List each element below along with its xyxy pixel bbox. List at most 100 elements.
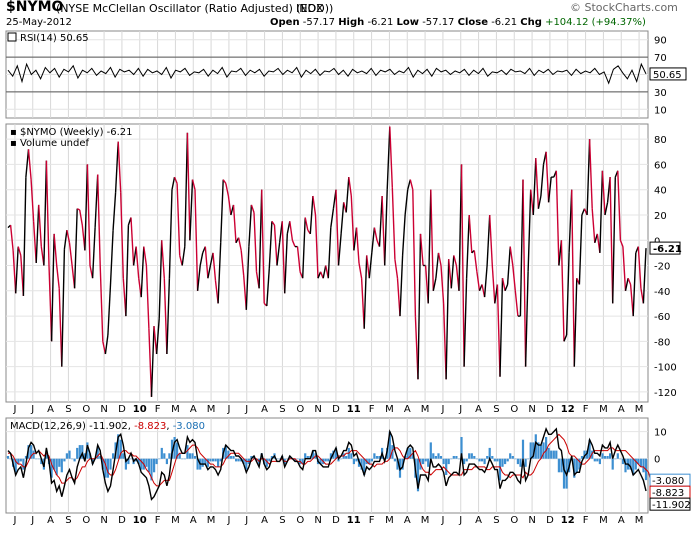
- nymo-line-segment: [220, 179, 224, 243]
- chg-value: +104.12 (+94.37%): [545, 17, 646, 28]
- nymo-line-segment: [537, 195, 542, 209]
- macd-histogram-bar: [588, 439, 591, 459]
- nymo-line-segment: [378, 195, 383, 247]
- macd-histogram-bar: [217, 458, 220, 467]
- macd-line: [7, 426, 647, 501]
- macd-histogram-bar: [340, 458, 343, 460]
- nymo-line-segment: [512, 265, 516, 291]
- nymo-line-segment: [212, 252, 217, 281]
- macd-histogram-bar: [76, 447, 79, 459]
- macd-histogram-bar: [78, 445, 81, 459]
- x-tick-label: N: [314, 404, 321, 415]
- nymo-line-segment: [335, 189, 340, 266]
- macd-histogram-bar: [532, 442, 535, 459]
- x-tick-label: M: [171, 515, 180, 526]
- nymo-line-segment: [601, 170, 606, 216]
- macd-histogram-bar: [293, 458, 297, 462]
- nymo-line-segment: [199, 252, 204, 266]
- nymo-line-segment: [460, 164, 465, 367]
- macd-histogram-bar: [245, 458, 248, 470]
- x-tick-label: J: [458, 404, 462, 415]
- macd-histogram-bar: [201, 458, 204, 467]
- nymo-line-segment: [227, 195, 232, 216]
- macd-histogram-bar: [583, 450, 586, 459]
- nymo-line-segment: [384, 189, 388, 266]
- macd-histogram-bar: [511, 456, 514, 459]
- nymo-line-segment: [114, 141, 119, 193]
- macd-histogram-bar: [603, 456, 607, 459]
- macd-histogram-bar: [455, 456, 458, 459]
- macd-histogram-bar: [73, 458, 76, 462]
- macd-histogram-bar: [50, 458, 53, 478]
- nymo-line-segment: [427, 189, 432, 304]
- macd-histogram-bar: [40, 458, 43, 465]
- nymo-line-segment: [448, 259, 452, 289]
- macd-histogram-bar: [475, 458, 478, 460]
- nymo-line-segment: [281, 221, 286, 294]
- nymo-line-segment: [348, 177, 352, 197]
- macd-histogram-bar: [560, 458, 563, 473]
- x-tick-label: 11: [347, 404, 361, 415]
- macd-histogram-bar: [140, 458, 143, 470]
- open-value: -57.17: [302, 17, 335, 28]
- macd-histogram-bar: [509, 453, 512, 459]
- low-value: -57.17: [422, 17, 455, 28]
- macd-histogram-bar: [452, 456, 455, 459]
- nymo-line-segment: [450, 255, 455, 289]
- macd-histogram-bar: [106, 458, 109, 478]
- nymo-line-segment: [337, 233, 342, 266]
- x-tick-label: D: [332, 515, 340, 526]
- macd-histogram-bar: [147, 458, 150, 473]
- x-tick-label: A: [47, 515, 54, 526]
- macd-histogram-bar: [496, 458, 499, 462]
- nymo-line-segment: [504, 284, 509, 292]
- macd-histogram-bar: [527, 458, 530, 460]
- x-tick-label: M: [385, 515, 394, 526]
- x-tick-label: S: [65, 515, 71, 526]
- x-tick-label: N: [528, 515, 535, 526]
- nymo-y-tick: 40: [654, 186, 667, 197]
- x-tick-label: D: [118, 404, 126, 415]
- macd-histogram-bar: [598, 458, 601, 465]
- nymo-y-tick: -120: [654, 388, 677, 399]
- macd-histogram-bar: [170, 439, 174, 459]
- macd-histogram-bar: [276, 458, 279, 460]
- macd-histogram-bar: [578, 458, 581, 470]
- nymo-line-segment: [468, 214, 473, 253]
- macd-histogram-bar: [127, 458, 130, 465]
- nymo-line-segment: [176, 183, 181, 256]
- macd-histogram-bar: [30, 445, 33, 459]
- nymo-line-segment: [163, 278, 168, 355]
- macd-histogram-bar: [206, 458, 209, 467]
- macd-histogram-bar: [19, 458, 22, 462]
- macd-histogram-bar: [150, 458, 153, 481]
- macd-histogram-bar: [17, 458, 20, 465]
- nymo-line-segment: [109, 230, 114, 285]
- macd-histogram-bar: [176, 442, 179, 459]
- macd-legend: MACD(12,26,9) -11.902, -8.823, -3.080: [10, 421, 205, 432]
- macd-histogram-bar: [211, 458, 215, 462]
- macd-histogram-bar: [96, 447, 99, 459]
- macd-histogram-bar: [24, 456, 28, 459]
- nymo-line-segment: [399, 255, 404, 317]
- nymo-legend: ▪ $NYMO (Weekly) -6.21: [10, 127, 133, 138]
- macd-histogram-bar: [122, 453, 125, 459]
- macd-histogram-bar: [55, 458, 58, 475]
- nymo-line-segment: [273, 225, 278, 266]
- x-tick-label: D: [546, 404, 554, 415]
- macd-histogram-bar: [109, 458, 112, 470]
- rsi-y-tick: 90: [654, 36, 667, 47]
- x-tick-label: S: [65, 404, 71, 415]
- x-tick-label: O: [296, 404, 304, 415]
- nymo-line-segment: [50, 233, 55, 342]
- nymo-line-segment: [276, 242, 281, 266]
- nymo-line-segment: [409, 179, 414, 190]
- nymo-line-segment: [540, 164, 545, 197]
- macd-legend-part: -3.080: [173, 421, 205, 432]
- stockcharts-brand[interactable]: © StockCharts.com: [570, 1, 678, 14]
- macd-histogram-bar: [265, 458, 268, 467]
- macd-histogram-bar: [45, 453, 48, 459]
- macd-histogram-bar: [580, 456, 584, 459]
- high-value: -6.21: [367, 17, 394, 28]
- nymo-line-segment: [268, 221, 273, 269]
